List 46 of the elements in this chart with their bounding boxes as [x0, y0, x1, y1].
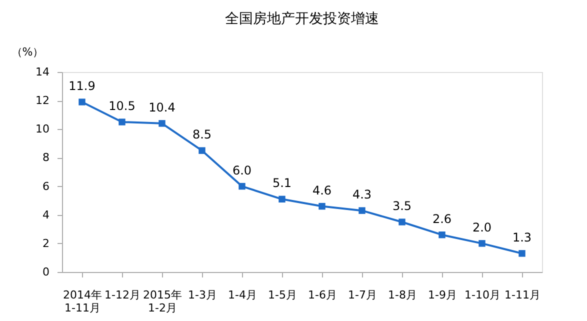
y-tick-label: 4	[42, 208, 50, 222]
data-label: 6.0	[232, 163, 252, 178]
data-label: 10.5	[108, 99, 136, 113]
y-tick-label: 0	[42, 266, 50, 278]
point	[238, 182, 246, 190]
point	[358, 207, 366, 214]
point	[158, 120, 166, 127]
data-label: 4.3	[352, 188, 372, 202]
y-tick-label: 8	[42, 151, 50, 164]
data-label: 5.1	[272, 176, 292, 190]
x-tick-label: 1-3月	[188, 288, 217, 302]
data-label: 1.3	[512, 230, 532, 244]
y-tick-label: 10	[36, 122, 50, 136]
x-tick-label: 1-4月	[228, 288, 257, 302]
data-label: 4.6	[312, 183, 332, 198]
x-tick-label: 2014年 1-11月	[63, 288, 102, 314]
y-tick-label: 2	[42, 236, 50, 250]
y-tick-label: 12	[36, 94, 50, 108]
point	[398, 218, 406, 226]
x-tick-label: 1-7月	[348, 288, 377, 302]
chart-title: 全国房地产开发投资增速	[225, 11, 379, 27]
x-tick-label: 1-8月	[388, 288, 417, 302]
x-tick-label: 1-9月	[428, 288, 457, 302]
point	[198, 147, 206, 154]
point	[118, 118, 126, 126]
data-label: 2.6	[432, 212, 452, 226]
y-tick-label: 14	[36, 66, 50, 78]
x-tick-label: 2015年 1-2月	[143, 288, 182, 314]
x-tick-label: 1-10月	[464, 288, 500, 302]
data-label: 10.4	[148, 100, 176, 114]
point	[318, 202, 326, 210]
y-axis-title: （%）	[11, 46, 44, 58]
data-label: 3.5	[392, 199, 412, 213]
y-tick-label: 6	[42, 180, 50, 193]
point	[478, 240, 486, 247]
data-label: 2.0	[472, 220, 492, 234]
point	[518, 250, 526, 257]
x-tick-label: 1-5月	[268, 288, 297, 302]
x-tick-label: 1-12月	[104, 288, 140, 302]
data-label: 8.5	[192, 128, 212, 142]
data-label: 11.9	[68, 79, 96, 93]
point	[278, 196, 286, 202]
x-tick-label: 1-11月	[504, 288, 540, 302]
x-tick-label: 1-6月	[308, 288, 337, 302]
point	[438, 232, 446, 238]
point	[78, 98, 86, 106]
